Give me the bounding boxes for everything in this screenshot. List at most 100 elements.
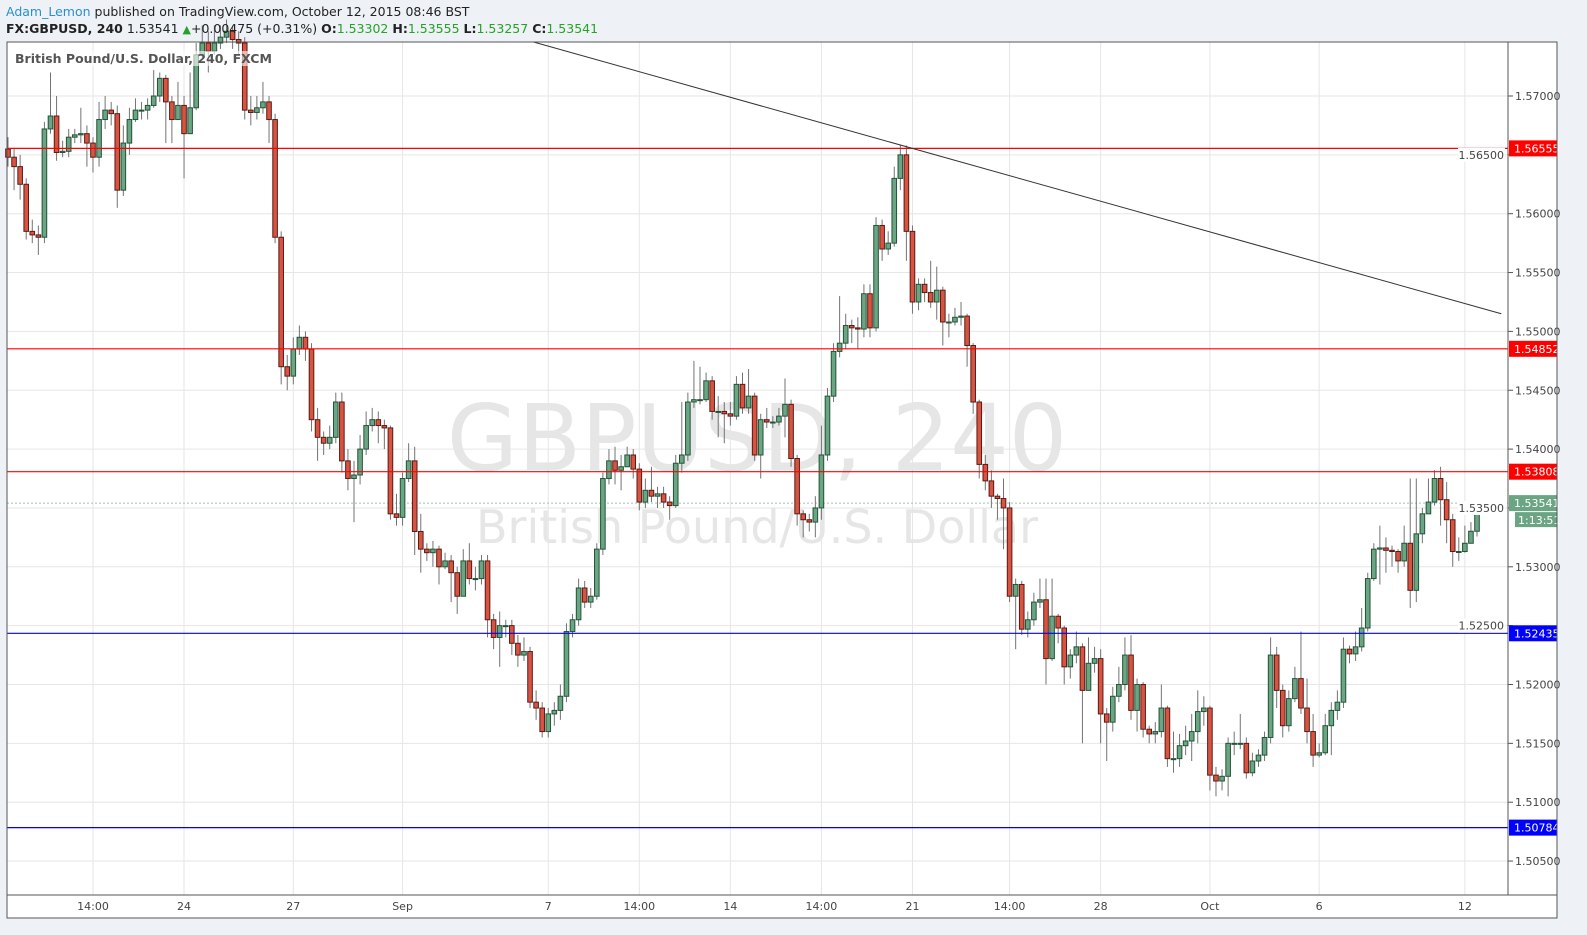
candle-body-down	[1437, 478, 1444, 501]
candle-body-down	[940, 289, 946, 323]
candle-body-up	[1067, 654, 1074, 668]
candle-body-up	[672, 462, 679, 507]
candles	[5, 19, 1480, 797]
price-tag	[1509, 463, 1557, 480]
x-tick-label: 6	[1316, 900, 1323, 913]
candle	[873, 217, 879, 332]
plot-area[interactable]	[7, 42, 1508, 895]
price-axis[interactable]	[1508, 42, 1557, 918]
candle-body-down	[855, 327, 861, 330]
candle	[551, 702, 558, 726]
candle-body-down	[23, 183, 30, 232]
candle-body-down	[1273, 654, 1280, 691]
candle	[1061, 625, 1068, 685]
candle-body-up	[405, 460, 412, 480]
candle-body-up	[952, 316, 958, 323]
candle	[1364, 572, 1371, 632]
high-value: 1.53555	[407, 21, 460, 36]
candle	[1073, 631, 1080, 664]
candle	[1134, 678, 1140, 732]
candle-body-up	[296, 336, 303, 350]
candle-body-down	[1164, 707, 1171, 760]
candle-body-up	[254, 107, 260, 113]
candle-body-up	[369, 419, 376, 427]
candle-body-up	[703, 380, 709, 401]
candle-body-up	[776, 415, 782, 423]
candle	[1286, 690, 1292, 732]
candle-body-down	[1097, 658, 1104, 715]
y-tick-label: 1.55500	[1515, 267, 1561, 280]
x-tick-label: 27	[286, 900, 300, 913]
candle	[1401, 525, 1407, 567]
candle-body-down	[539, 707, 545, 733]
candle	[1316, 743, 1322, 758]
candle-body-up	[545, 713, 552, 733]
candle	[921, 278, 928, 302]
candle-body-down	[612, 460, 618, 471]
candle	[1279, 684, 1286, 738]
high-label: H:	[392, 21, 408, 36]
drawings[interactable]	[7, 41, 1508, 829]
candle-body-down	[84, 133, 90, 144]
candle-body-down	[927, 292, 934, 303]
candle	[490, 613, 497, 650]
candle-body-up	[1122, 654, 1128, 686]
axes: 1.50500 1.51000 1.51500 1.52000 1.52500 1.530…	[77, 90, 1560, 913]
candle-body-down	[229, 30, 236, 41]
candle-body-up	[1413, 533, 1420, 591]
x-tick-label: 14:00	[623, 900, 655, 913]
low-label: L:	[463, 21, 477, 36]
series-legend[interactable]: British Pound/U.S. Dollar, 240, FXCM	[15, 51, 272, 66]
trend-line[interactable]	[532, 41, 1502, 315]
candle-body-down	[1103, 713, 1110, 723]
candle	[23, 178, 30, 240]
candle	[442, 552, 448, 570]
candle-body-up	[1292, 678, 1298, 700]
candle	[90, 137, 96, 173]
candle-body-up	[569, 619, 576, 633]
candle-body-up	[1237, 742, 1244, 745]
candle-body-up	[96, 119, 102, 158]
y-tick-label: 1.53500	[1459, 502, 1505, 515]
candle	[41, 121, 48, 244]
candle-body-down	[509, 625, 515, 644]
candle-body-down	[381, 425, 388, 429]
candle	[727, 402, 734, 426]
candle-body-up	[1031, 601, 1037, 621]
candle-body-down	[302, 336, 309, 350]
candle-body-down	[29, 230, 36, 236]
candle-body-up	[1328, 709, 1335, 727]
candle	[163, 74, 169, 144]
price-tag	[1509, 819, 1557, 836]
candle	[1103, 708, 1110, 762]
candle	[235, 31, 242, 55]
candle	[175, 81, 181, 121]
time-axis[interactable]	[7, 895, 1508, 918]
candle	[1031, 592, 1037, 626]
candle	[399, 472, 406, 526]
x-tick-label: Sep	[392, 900, 413, 913]
x-tick-label: 14:00	[994, 900, 1026, 913]
candle-body-up	[1158, 707, 1165, 733]
candle	[861, 284, 867, 338]
candle	[666, 496, 673, 520]
candle	[1207, 705, 1213, 791]
candle-body-down	[921, 283, 928, 294]
candle	[223, 19, 230, 44]
candle	[381, 419, 388, 450]
candle	[1425, 478, 1432, 515]
candle-body-up	[551, 709, 558, 715]
candle-body-up	[217, 36, 224, 44]
author-link[interactable]: Adam_Lemon	[6, 4, 91, 19]
candle	[1419, 507, 1426, 544]
candle	[1164, 705, 1171, 767]
candle-body-down	[90, 142, 96, 158]
candle	[1389, 545, 1395, 567]
candle	[1140, 682, 1146, 738]
price-tag	[1509, 625, 1557, 642]
candle-body-down	[1213, 774, 1219, 782]
candle	[84, 125, 90, 167]
x-tick-label: 14:00	[806, 900, 838, 913]
candle-body-down	[454, 572, 460, 597]
